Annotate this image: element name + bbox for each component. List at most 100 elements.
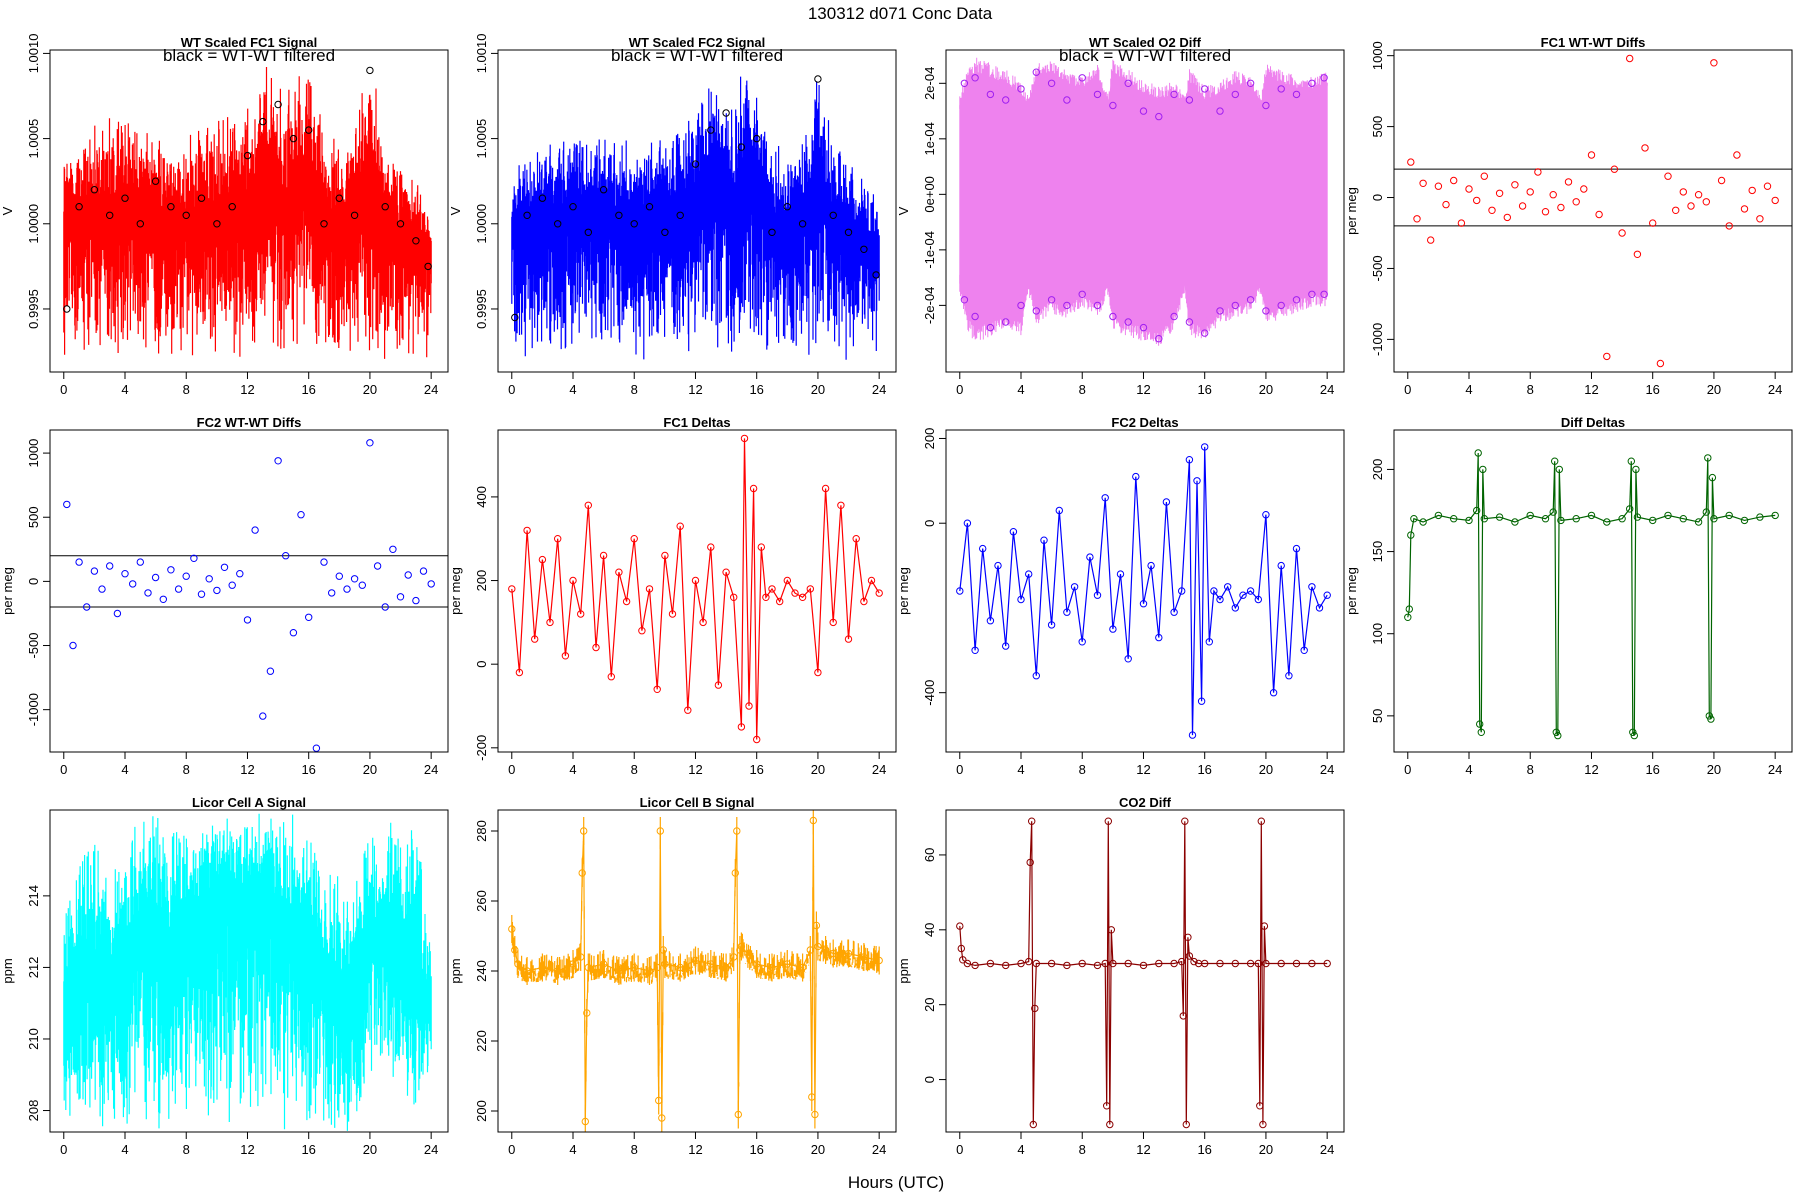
x-tick-label: 0 <box>956 762 963 777</box>
data-point <box>569 203 577 211</box>
data-point <box>554 967 562 975</box>
data-point <box>737 942 746 951</box>
data-point <box>1155 633 1163 642</box>
data-point <box>514 960 522 968</box>
data-point <box>1407 158 1415 166</box>
panel-licor-cell-b: Licor Cell B Signal ppm 0 4 8 12 16 20 24 200 220 2… <box>448 795 897 1157</box>
data-point <box>1419 179 1427 188</box>
data-point <box>174 585 183 593</box>
data-point <box>1063 608 1071 616</box>
data-point <box>1201 443 1209 451</box>
data-point <box>577 610 585 618</box>
data-point <box>1405 605 1414 613</box>
plot-frame <box>945 49 1345 373</box>
data-point <box>1707 715 1715 723</box>
data-point <box>1551 457 1559 465</box>
x-tick-label: 0 <box>60 382 67 397</box>
data-point <box>1107 926 1116 934</box>
data-point <box>1740 205 1749 213</box>
data-point <box>1139 961 1148 970</box>
data-point <box>1603 352 1611 361</box>
data-point <box>1185 952 1194 960</box>
data-point <box>1292 90 1301 99</box>
data-point <box>404 571 412 579</box>
data-point <box>1170 959 1178 968</box>
x-tick-label: 24 <box>872 382 886 397</box>
data-point <box>289 629 298 637</box>
data-point <box>1549 508 1557 516</box>
data-point <box>986 617 995 625</box>
data-point <box>220 563 229 571</box>
data-point <box>699 618 707 627</box>
data-point <box>1549 191 1557 199</box>
data-point <box>1434 511 1443 520</box>
data-point <box>963 519 972 527</box>
y-tick-label: 2e-04 <box>922 67 937 100</box>
data-point <box>1101 494 1109 502</box>
signal-fill <box>959 71 1328 334</box>
data-point <box>1771 511 1779 520</box>
y-tick-label: 200 <box>922 428 937 450</box>
data-point <box>83 603 91 611</box>
x-tick-label: 16 <box>1197 382 1211 397</box>
data-point <box>630 963 638 972</box>
data-point <box>653 963 661 972</box>
data-point <box>1554 731 1562 740</box>
data-point <box>1694 518 1703 526</box>
data-point <box>167 566 175 574</box>
data-point <box>228 581 236 589</box>
data-point <box>956 587 964 595</box>
data-point <box>1139 323 1148 332</box>
figure-x-axis-title: Hours (UTC) <box>848 1173 944 1192</box>
data-point <box>350 211 359 220</box>
data-point <box>714 681 723 689</box>
panel-co2-diff: CO2 Diff ppm 0 4 8 12 16 20 24 0 20 40 60 <box>896 795 1345 1157</box>
data-point <box>1047 296 1056 304</box>
data-point <box>381 203 389 211</box>
data-point <box>213 586 221 595</box>
data-point <box>776 597 784 606</box>
data-point <box>607 673 615 681</box>
data-point <box>412 237 420 245</box>
data-point <box>707 543 715 551</box>
chart-title: Licor Cell A Signal <box>192 795 306 810</box>
x-tick-label: 20 <box>811 762 825 777</box>
data-point <box>757 543 765 551</box>
data-point <box>615 211 623 220</box>
data-point <box>1259 1120 1267 1129</box>
data-point <box>1124 655 1132 663</box>
data-point <box>956 922 964 930</box>
data-point <box>971 312 979 321</box>
data-point <box>1032 307 1041 315</box>
data-point <box>1216 307 1224 315</box>
series-0 <box>63 813 432 1131</box>
data-point <box>1407 531 1415 539</box>
data-point <box>661 551 669 560</box>
data-point <box>1124 318 1132 326</box>
y-tick-label: -200 <box>474 735 489 761</box>
data-point <box>1618 229 1626 237</box>
x-tick-label: 20 <box>1259 1142 1273 1157</box>
data-point <box>1155 959 1163 968</box>
data-point <box>783 576 791 585</box>
data-point <box>1109 625 1117 633</box>
data-point <box>986 323 995 332</box>
y-tick-label: 400 <box>474 486 489 508</box>
data-point <box>1672 206 1680 215</box>
plot-area <box>511 75 880 360</box>
data-point <box>814 942 822 951</box>
data-point <box>136 220 145 228</box>
chart-title: FC2 WT-WT Diffs <box>197 415 302 430</box>
data-point <box>1679 515 1688 523</box>
data-point <box>190 554 198 562</box>
data-point <box>389 545 397 553</box>
y-axis-label: ppm <box>448 958 463 983</box>
data-point <box>381 603 389 611</box>
chart-note: black = WT-WT filtered <box>611 46 783 65</box>
data-point <box>1047 959 1056 968</box>
data-point <box>740 434 749 443</box>
data-point <box>538 555 547 564</box>
data-point <box>511 946 519 954</box>
data-point <box>963 959 972 968</box>
